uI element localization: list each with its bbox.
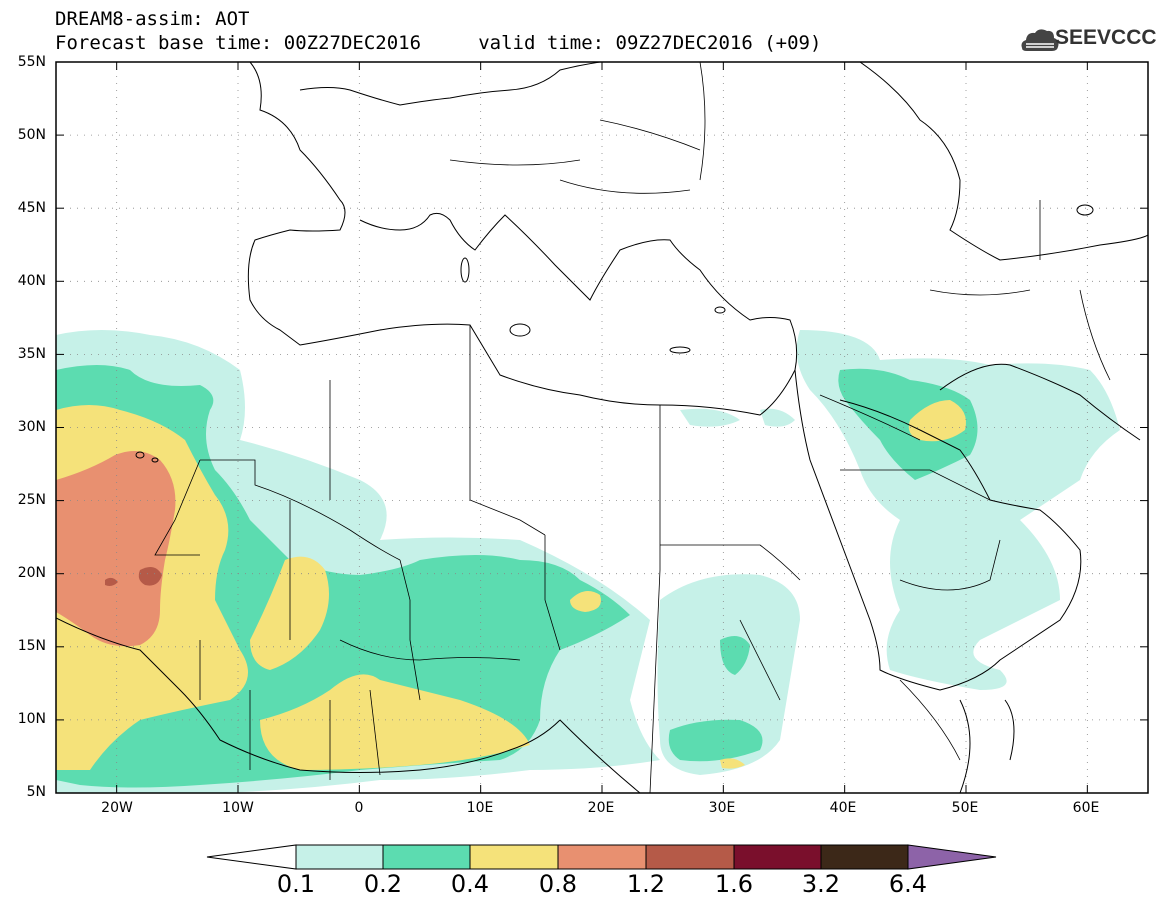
colorbar-segment-6 (733, 844, 822, 870)
axis-ticks (56, 61, 1148, 794)
lat-label: 5N (26, 784, 46, 800)
lat-label: 45N (17, 200, 46, 216)
colorbar-label: 6.4 (888, 870, 928, 898)
lon-label: 30E (708, 800, 736, 816)
colorbar-label: 1.6 (714, 870, 754, 898)
colorbar (206, 844, 997, 870)
colorbar-segment-4 (557, 844, 647, 870)
lon-label: 50E (951, 800, 979, 816)
lat-label: 25N (17, 492, 46, 508)
colorbar-right-arrow (907, 844, 997, 870)
colorbar-label: 0.8 (538, 870, 578, 898)
lon-label: 0 (354, 800, 364, 816)
lat-label: 50N (17, 127, 46, 143)
aot-level-1.2-region (105, 566, 162, 586)
map-title-line1: DREAM8-assim: AOT (55, 8, 250, 30)
colorbar-segment-3 (469, 844, 559, 870)
lat-label: 30N (17, 419, 46, 435)
colorbar-segment-7 (820, 844, 909, 870)
lon-label: 10E (466, 800, 494, 816)
colorbar-label: 0.2 (363, 870, 403, 898)
colorbar-label: 0.4 (450, 870, 490, 898)
colorbar-segment-2 (382, 844, 471, 870)
lon-label: 20E (587, 800, 615, 816)
colorbar-label: 0.1 (276, 870, 316, 898)
cloud-icon (1021, 29, 1059, 51)
lon-label: 10W (222, 800, 254, 816)
country-borders (154, 62, 1111, 793)
lat-label: 40N (17, 273, 46, 289)
colorbar-left-arrow (206, 844, 297, 870)
lat-label: 35N (17, 346, 46, 362)
map-grid (56, 62, 1148, 793)
colorbar-segment-1 (295, 844, 384, 870)
colorbar-segment-5 (645, 844, 735, 870)
colorbar-label: 3.2 (801, 870, 841, 898)
lon-label: 60E (1072, 800, 1100, 816)
coastlines (56, 62, 1148, 793)
lat-label: 20N (17, 565, 46, 581)
aot-contours (56, 62, 1148, 793)
lat-label: 10N (17, 711, 46, 727)
lon-label: 20W (101, 800, 133, 816)
logo-text: SEEVCCC (1055, 26, 1157, 49)
lat-label: 15N (17, 638, 46, 654)
islands (135, 204, 1094, 463)
map-title-line2: Forecast base time: 00Z27DEC2016 valid t… (55, 32, 822, 54)
aot-level-0.8-region (56, 451, 176, 647)
colorbar-label: 1.2 (626, 870, 666, 898)
lon-label: 40E (829, 800, 857, 816)
lat-label: 55N (17, 54, 46, 70)
seevccc-logo (1021, 29, 1059, 51)
